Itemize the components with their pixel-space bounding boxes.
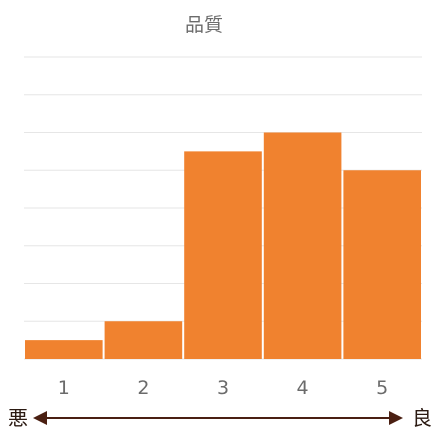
x-tick-label-3: 3 xyxy=(217,377,229,399)
x-tick-label-1: 1 xyxy=(58,377,70,399)
bar-3 xyxy=(184,151,262,359)
left-arrowhead xyxy=(33,411,47,425)
x-tick-label-5: 5 xyxy=(376,377,388,399)
bar-5 xyxy=(343,170,421,359)
bar-2 xyxy=(104,321,183,359)
x-tick-label-2: 2 xyxy=(137,377,149,399)
x-tick-label-4: 4 xyxy=(297,377,309,399)
bar-1 xyxy=(25,340,103,359)
right-arrowhead xyxy=(389,411,403,425)
bars xyxy=(25,132,421,359)
left-label-bad: 悪 xyxy=(8,406,28,430)
x-tick-labels: 1 2 3 4 5 xyxy=(58,377,388,399)
bar-4 xyxy=(263,132,342,359)
right-label-good: 良 xyxy=(412,406,432,430)
chart-title: 品質 xyxy=(185,14,223,36)
